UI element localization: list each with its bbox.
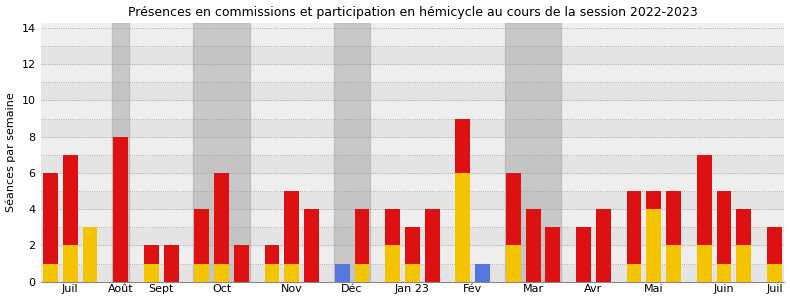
Bar (194, 263, 209, 282)
Bar (284, 263, 299, 282)
Bar (40, 118, 784, 137)
Bar (386, 245, 400, 282)
Bar (405, 227, 419, 263)
Bar (626, 191, 641, 263)
Bar (40, 155, 784, 173)
Bar (596, 209, 611, 282)
Bar (456, 118, 470, 173)
Bar (717, 191, 732, 263)
Bar (194, 209, 209, 263)
Bar (646, 191, 661, 209)
Bar (40, 100, 784, 118)
Bar (40, 82, 784, 100)
Bar (666, 191, 681, 245)
Bar (284, 191, 299, 263)
Bar (43, 173, 58, 263)
Bar (144, 245, 159, 263)
Bar (697, 155, 712, 245)
Bar (476, 263, 490, 282)
Bar (194, 22, 250, 282)
Bar (355, 263, 370, 282)
Bar (234, 245, 249, 282)
Bar (40, 28, 784, 46)
Bar (40, 191, 784, 209)
Bar (214, 263, 229, 282)
Bar (767, 227, 782, 263)
Bar (736, 245, 751, 282)
Bar (40, 46, 784, 64)
Bar (304, 209, 319, 282)
Bar (40, 209, 784, 227)
Bar (506, 173, 521, 245)
Bar (626, 263, 641, 282)
Bar (386, 209, 400, 245)
Bar (40, 137, 784, 155)
Bar (666, 245, 681, 282)
Bar (83, 227, 97, 282)
Bar (40, 245, 784, 263)
Bar (736, 209, 751, 245)
Bar (214, 173, 229, 263)
Bar (40, 64, 784, 82)
Bar (40, 173, 784, 191)
Title: Présences en commissions et participation en hémicycle au cours de la session 20: Présences en commissions et participatio… (127, 6, 698, 19)
Bar (697, 245, 712, 282)
Bar (505, 22, 561, 282)
Bar (43, 263, 58, 282)
Bar (265, 245, 280, 263)
Bar (334, 22, 371, 282)
Bar (40, 263, 784, 282)
Bar (525, 209, 540, 282)
Bar (63, 245, 77, 282)
Bar (717, 263, 732, 282)
Bar (112, 22, 129, 282)
Y-axis label: Séances par semaine: Séances par semaine (6, 92, 16, 212)
Bar (646, 209, 661, 282)
Bar (456, 173, 470, 282)
Bar (40, 227, 784, 245)
Bar (164, 245, 179, 282)
Bar (355, 209, 370, 263)
Bar (63, 155, 77, 245)
Bar (113, 137, 128, 282)
Bar (506, 245, 521, 282)
Bar (545, 227, 560, 282)
Bar (425, 209, 439, 282)
Bar (767, 263, 782, 282)
Bar (405, 263, 419, 282)
Bar (144, 263, 159, 282)
Bar (576, 227, 591, 282)
Bar (265, 263, 280, 282)
Bar (335, 263, 350, 282)
